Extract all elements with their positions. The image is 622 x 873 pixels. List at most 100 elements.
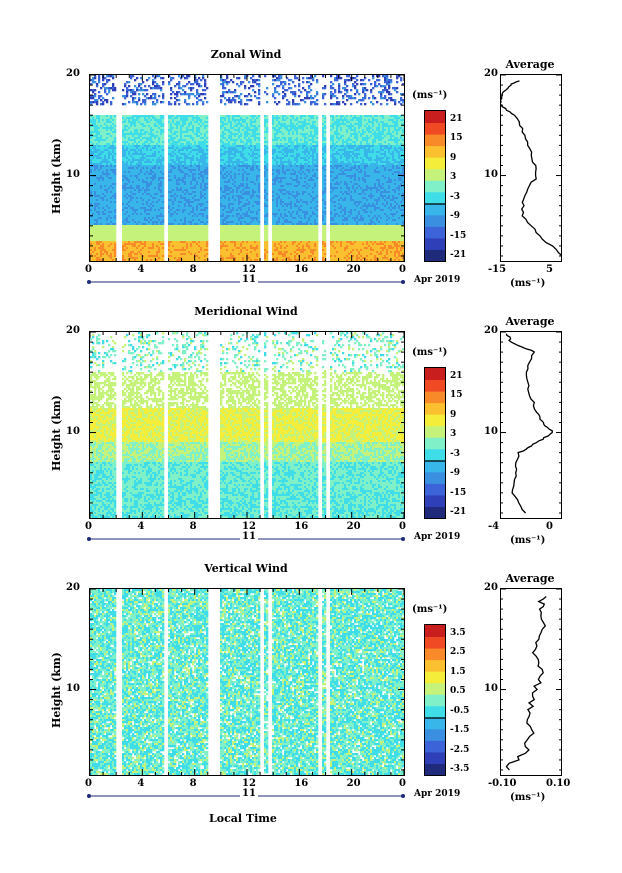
heatmap-cell	[200, 93, 203, 96]
heatmap-cell	[182, 145, 185, 148]
heatmap-cell	[172, 213, 175, 216]
heatmap-cell	[170, 231, 173, 234]
heatmap-cell	[110, 103, 113, 106]
heatmap-cell	[148, 257, 151, 260]
heatmap-cell	[110, 253, 113, 256]
heatmap-cell	[230, 163, 233, 166]
heatmap-cell	[98, 225, 101, 228]
heatmap-cell	[148, 143, 151, 146]
heatmap-cell	[202, 119, 205, 122]
heatmap-cell	[156, 135, 159, 138]
heatmap-cell	[194, 141, 197, 144]
heatmap-cell	[192, 135, 195, 138]
heatmap-cell	[168, 161, 171, 164]
heatmap-cell	[170, 77, 173, 80]
heatmap-cell	[90, 125, 93, 128]
heatmap-cell	[100, 187, 103, 190]
heatmap-cell	[114, 251, 117, 254]
heatmap-cell	[140, 257, 143, 260]
heatmap-cell	[130, 169, 133, 172]
heatmap-cell	[158, 129, 161, 132]
heatmap-cell	[114, 221, 117, 224]
heatmap-cell	[238, 101, 241, 104]
heatmap-cell	[148, 123, 151, 126]
heatmap-cell	[96, 165, 99, 168]
heatmap-cell	[146, 127, 149, 130]
heatmap-cell	[226, 161, 229, 164]
heatmap-cell	[148, 145, 151, 148]
heatmap-cell	[158, 161, 161, 164]
heatmap-cell	[126, 229, 129, 232]
heatmap-cell	[126, 143, 129, 146]
heatmap-cell	[110, 185, 113, 188]
heatmap-cell	[170, 193, 173, 196]
heatmap-cell	[172, 203, 175, 206]
heatmap-cell	[108, 183, 111, 186]
heatmap-cell	[196, 119, 199, 122]
heatmap-cell	[182, 149, 185, 152]
heatmap-cell	[110, 245, 113, 248]
heatmap-cell	[196, 155, 199, 158]
heatmap-cell	[204, 147, 207, 150]
heatmap-cell	[140, 191, 143, 194]
heatmap-cell	[158, 209, 161, 212]
heatmap-cell	[206, 227, 209, 230]
heatmap-cell	[206, 163, 209, 166]
heatmap-cell	[138, 237, 141, 240]
heatmap-cell	[106, 159, 109, 162]
heatmap-cell	[96, 147, 99, 150]
heatmap-cell	[220, 131, 223, 134]
heatmap-cell	[198, 183, 201, 186]
panel-title: Zonal Wind	[89, 48, 403, 61]
heatmap-cell	[200, 221, 203, 224]
heatmap-cell	[228, 157, 231, 160]
heatmap-cell	[106, 215, 109, 218]
heatmap-cell	[114, 191, 117, 194]
heatmap-cell	[192, 119, 195, 122]
heatmap-cell	[122, 197, 125, 200]
heatmap-cell	[124, 123, 127, 126]
heatmap-cell	[114, 183, 117, 186]
heatmap-cell	[168, 259, 171, 261]
heatmap-cell	[162, 133, 165, 136]
heatmap-cell	[238, 213, 241, 216]
heatmap-cell	[230, 207, 233, 210]
heatmap-cell	[146, 209, 149, 212]
heatmap-cell	[100, 193, 103, 196]
heatmap-cell	[220, 169, 223, 172]
heatmap-cell	[220, 223, 223, 226]
heatmap-cell	[98, 129, 101, 132]
heatmap-cell	[236, 145, 239, 148]
heatmap-cell	[98, 157, 101, 160]
heatmap-cell	[230, 101, 233, 104]
heatmap-cell	[138, 209, 141, 212]
heatmap-cell	[94, 225, 97, 228]
heatmap-cell	[184, 199, 187, 202]
heatmap-cell	[136, 177, 139, 180]
heatmap-cell	[134, 215, 137, 218]
heatmap-cell	[98, 139, 101, 142]
heatmap-cell	[132, 253, 135, 256]
heatmap-cell	[122, 221, 125, 224]
heatmap-cell	[132, 175, 135, 178]
heatmap-cell	[184, 239, 187, 242]
heatmap-cell	[142, 81, 145, 84]
heatmap-cell	[108, 137, 111, 140]
heatmap-cell	[110, 179, 113, 182]
heatmap-cell	[188, 201, 191, 204]
heatmap-cell	[92, 223, 95, 226]
heatmap-cell	[122, 217, 125, 220]
heatmap-cell	[112, 75, 115, 78]
heatmap-cell	[112, 199, 115, 202]
heatmap-cell	[110, 207, 113, 210]
heatmap-cell	[204, 227, 207, 230]
heatmap-cell	[138, 99, 141, 102]
heatmap-cell	[186, 145, 189, 148]
heatmap-cell	[238, 139, 241, 142]
heatmap-cell	[124, 213, 127, 216]
heatmap-cell	[156, 157, 159, 160]
heatmap-cell	[204, 255, 207, 258]
heatmap-cell	[204, 229, 207, 232]
heatmap-cell	[94, 129, 97, 132]
heatmap-cell	[172, 207, 175, 210]
